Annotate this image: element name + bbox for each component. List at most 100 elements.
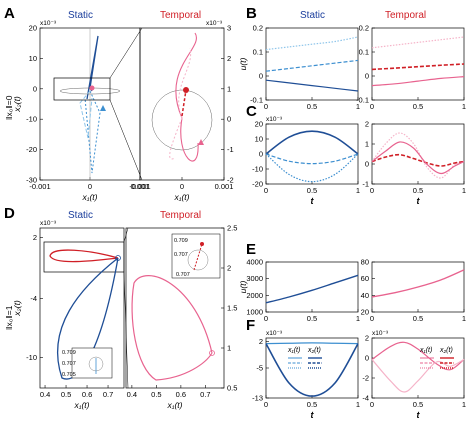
axes-f-temporal: 0 0.5 1 2 0 -2 -4 x10⁻³ t [362, 330, 466, 420]
series-line-f-static-1 [265, 343, 359, 397]
y-tick-label: 0 [33, 84, 37, 93]
y-tick-label: 20 [29, 24, 37, 33]
y-tick-label: 0.1 [253, 48, 263, 57]
x-tick-label: -0.001 [29, 182, 50, 191]
y-tick-label: 3 [227, 24, 231, 33]
y-axis-label: x₂(t) [12, 96, 22, 113]
x-tick-label: 0 [370, 314, 374, 323]
y-tick-label: 3000 [246, 274, 263, 283]
x-tick-label: 0.5 [307, 314, 317, 323]
y-exponent-label: x10⁻³ [266, 116, 283, 123]
y-tick-label: 40 [361, 291, 369, 300]
y-tick-label: 10 [255, 135, 263, 144]
d-zoom-connector-top [123, 227, 129, 243]
y-tick-label: -2 [227, 176, 234, 185]
x-tick-label: -0.001 [129, 182, 150, 191]
x-tick-label: 0.5 [413, 400, 423, 409]
y-tick-label: -1 [362, 180, 369, 189]
title-static-a: Static [68, 10, 93, 21]
series-line-e-static-0 [265, 274, 359, 304]
panel-letter-c: C [246, 103, 257, 120]
x-tick-label: 0.4 [127, 390, 137, 399]
y-tick-label: 2 [227, 264, 231, 273]
axes-frame-e-static [265, 261, 359, 313]
y-tick-label: -2 [362, 374, 369, 383]
x-tick-label: 1 [462, 400, 466, 409]
x-axis-label: t [311, 410, 315, 420]
x-tick-label: 0 [180, 182, 184, 191]
a-zoom-connector-bottom [109, 99, 143, 181]
d-static-blue-loop [57, 257, 119, 380]
series-line-b-static-0 [265, 36, 359, 51]
y-tick-label: 2 [365, 120, 369, 129]
axes-e-static: 0 0.5 1 4000 3000 2000 1000 u(t) [238, 258, 360, 324]
d-static-red-loop [49, 249, 119, 263]
d-temporal-inset-circle [187, 249, 209, 271]
y-axis-label: x₂(t) [12, 300, 22, 317]
series-line-c-static-0 [265, 130, 359, 155]
x-tick-label: 0.6 [82, 390, 92, 399]
x-tick-label: 0.6 [176, 390, 186, 399]
title-temporal-a: Temporal [160, 10, 201, 21]
series-line-b-static-1 [265, 59, 359, 72]
x-axis-label: t [417, 410, 421, 420]
y-axis-label: u(t) [238, 57, 248, 70]
legend-label-x1: x₁(t) [287, 347, 300, 354]
panel-letter-b: B [246, 5, 257, 22]
y-tick-label: 1.5 [227, 304, 237, 313]
y-tick-label: 0 [227, 115, 231, 124]
y-tick-label: 1 [227, 344, 231, 353]
series-line-b-static-2 [265, 79, 359, 92]
title-temporal-b: Temporal [385, 10, 426, 21]
x-tick-label: 1 [462, 314, 466, 323]
a-temporal-traj-dotted [169, 47, 192, 160]
y-tick-label: 20 [255, 120, 263, 129]
y-tick-label: 0 [259, 72, 263, 81]
panel-letter-d: D [4, 205, 15, 222]
y-tick-label: 0 [365, 160, 369, 169]
a-static-marker-end [100, 105, 106, 111]
x-tick-label: 0.5 [307, 102, 317, 111]
y-tick-label: 4000 [246, 258, 263, 267]
axes-e-temporal: 0 0.5 1 80 60 40 20 [361, 258, 466, 324]
a-static-marker-start [89, 85, 95, 91]
x-tick-label: 0 [370, 186, 374, 195]
a-static-traj-dotted [84, 90, 101, 174]
a-temporal-traj-dashed [181, 89, 187, 117]
y-tick-label: 1000 [246, 308, 263, 317]
x-tick-label: 1 [356, 102, 360, 111]
d-temporal-loop [131, 275, 213, 381]
panel-letter-f: F [246, 317, 255, 334]
x-axis-label: x₁(t) [82, 192, 98, 202]
series-line-e-temporal-0 [371, 269, 465, 298]
y-tick-label: -4 [30, 294, 37, 303]
d-zoom-connector-bottom [123, 271, 129, 389]
row-label-top: ‖x₀‖=0 [4, 95, 14, 120]
a-temporal-circle [151, 89, 213, 151]
y-tick-label: 0.2 [359, 24, 369, 33]
y-tick-label: -13 [252, 394, 263, 403]
y-tick-label: 2.5 [227, 224, 237, 233]
series-line-c-static-1 [265, 153, 359, 165]
y-tick-label: -5 [256, 364, 263, 373]
d-temporal-inset-line [193, 243, 203, 271]
d-temporal-inset [171, 233, 221, 279]
y-tick-label: -10 [252, 165, 263, 174]
y-exponent-label: x10⁻³ [40, 20, 57, 27]
y-tick-label: -0.1 [356, 96, 369, 105]
row-label-bottom: ‖x₀‖=1 [4, 305, 14, 330]
panel-letter-a: A [4, 5, 15, 22]
d-temporal-inset-label: 0.707 [176, 272, 190, 278]
x-tick-label: 1 [462, 186, 466, 195]
x-tick-label: 0 [370, 400, 374, 409]
a-static-zoom-box [53, 77, 111, 101]
y-tick-label: -20 [26, 145, 37, 154]
d-static-marker [115, 255, 121, 261]
d-static-inset-label: 0.709 [62, 350, 76, 356]
x-tick-label: 1 [462, 102, 466, 111]
axes-a-temporal: -0.001 0 0.001 3 2 1 0 -1 -2 x10⁻³ x₁(t) [129, 20, 233, 202]
series-line-c-temporal-1 [371, 153, 465, 167]
x-axis-label: x₁(t) [167, 400, 183, 410]
series-line-f-temporal-0 [371, 341, 465, 371]
x-tick-label: 0 [88, 182, 92, 191]
